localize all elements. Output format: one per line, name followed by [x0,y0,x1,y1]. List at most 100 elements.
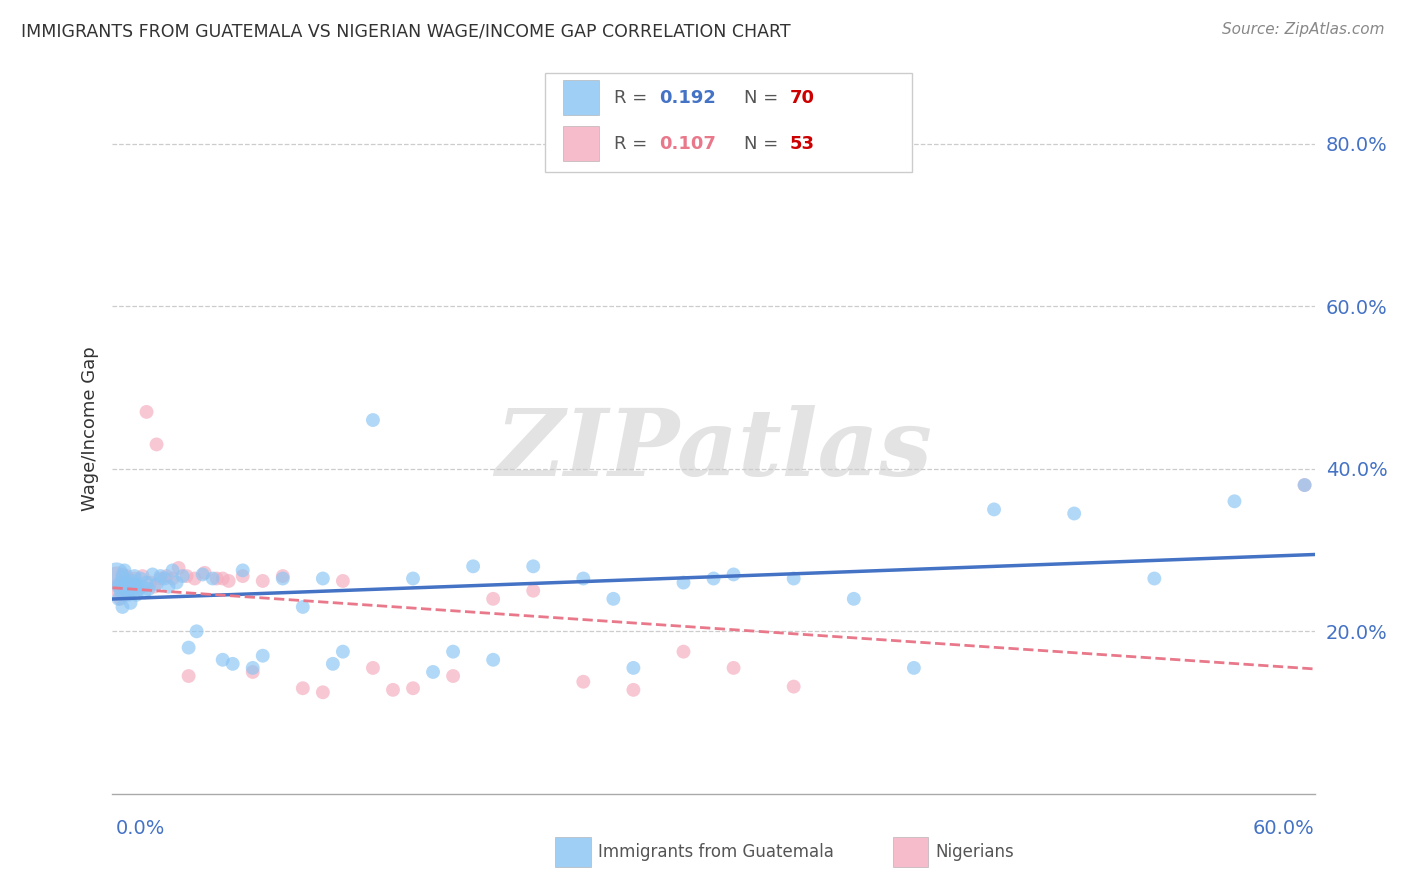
Point [842,591,865,606]
Point [183,572,205,586]
Point [162,563,184,577]
Point [107,585,129,599]
Text: R =: R = [614,135,652,153]
Point [135,405,157,419]
Text: Nigerians: Nigerians [935,843,1014,861]
Point [441,645,464,659]
Point [402,572,425,586]
Text: 0.107: 0.107 [659,135,716,153]
Point [723,661,745,675]
Point [124,580,146,594]
Point [242,665,264,679]
Point [482,653,505,667]
Text: N =: N = [744,135,783,153]
Point [107,577,129,591]
Point [177,640,200,655]
Point [252,574,274,588]
Text: R =: R = [614,89,652,107]
Point [114,588,136,602]
Point [232,569,254,583]
Point [482,591,505,606]
Text: Immigrants from Guatemala: Immigrants from Guatemala [598,843,834,861]
Point [522,583,544,598]
Point [105,572,128,586]
Point [672,575,695,590]
Point [1294,478,1316,492]
Point [139,575,162,590]
Point [121,583,143,598]
Point [149,569,172,583]
Text: 0.0%: 0.0% [115,819,165,838]
Point [222,657,245,671]
Text: 70: 70 [789,89,814,107]
Point [723,567,745,582]
Point [186,624,208,639]
Point [125,580,148,594]
Point [143,580,166,594]
Point [134,585,156,599]
Point [782,572,804,586]
Point [903,661,925,675]
Point [110,575,132,590]
Point [115,585,138,599]
Point [322,657,344,671]
Point [149,572,172,586]
Point [402,681,425,696]
Point [138,582,160,596]
Point [672,645,695,659]
Point [114,580,136,594]
Text: 0.192: 0.192 [659,89,716,107]
Point [332,645,354,659]
Point [218,574,240,588]
Bar [564,80,599,115]
Point [114,563,136,577]
Point [117,588,139,602]
Point [131,580,153,594]
Point [128,582,150,596]
Point [115,580,138,594]
Point [176,569,198,583]
Y-axis label: Wage/Income Gap: Wage/Income Gap [80,346,98,510]
Point [572,674,595,689]
Point [211,572,233,586]
Point [114,575,136,590]
Point [522,559,544,574]
Point [1294,478,1316,492]
Point [131,569,153,583]
Text: IMMIGRANTS FROM GUATEMALA VS NIGERIAN WAGE/INCOME GAP CORRELATION CHART: IMMIGRANTS FROM GUATEMALA VS NIGERIAN WA… [21,22,790,40]
Point [153,572,176,586]
Text: ZIPatlas: ZIPatlas [495,405,932,495]
Point [157,580,180,594]
Point [115,569,138,583]
Point [107,580,129,594]
Point [105,567,128,582]
Point [312,685,335,699]
Point [232,563,254,577]
Point [125,577,148,591]
Text: Source: ZipAtlas.com: Source: ZipAtlas.com [1222,22,1385,37]
Point [422,665,444,679]
Point [271,572,294,586]
Point [172,569,194,583]
Point [1063,507,1085,521]
Point [167,561,190,575]
Point [121,582,143,596]
Point [145,437,167,451]
Point [111,582,134,596]
Point [621,661,644,675]
Point [135,575,157,590]
Point [162,572,184,586]
Point [441,669,464,683]
Point [111,569,134,583]
Point [205,572,228,586]
Point [121,574,143,588]
Point [332,574,354,588]
Point [291,681,314,696]
Point [242,661,264,675]
FancyBboxPatch shape [546,73,912,172]
Text: 60.0%: 60.0% [1253,819,1315,838]
Point [312,572,335,586]
Point [141,567,163,582]
Point [117,577,139,591]
Point [191,567,214,582]
